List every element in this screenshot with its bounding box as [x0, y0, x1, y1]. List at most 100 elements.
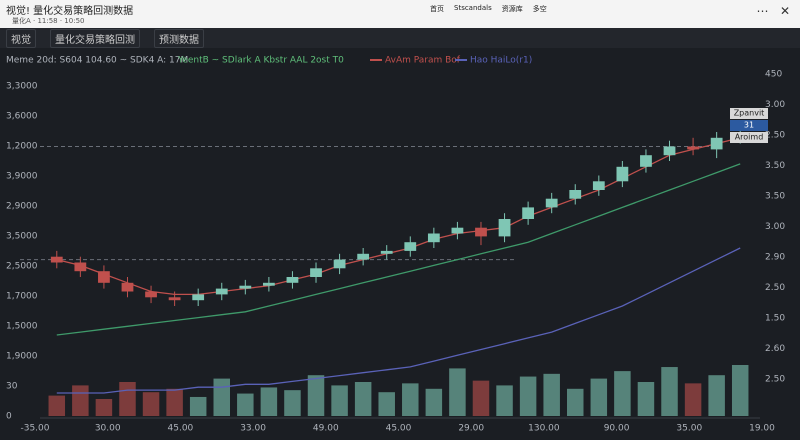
- app-title: 视觉! 量化交易策略回测数据: [6, 6, 134, 17]
- nav: 首页 Stscandals 资源库 多空: [430, 4, 547, 14]
- ma-line: [56, 163, 741, 336]
- volume-bar: [237, 393, 254, 416]
- right-axis-label: 2.60: [765, 344, 785, 354]
- candle-body: [310, 268, 322, 277]
- right-axis-label: 3.50: [765, 192, 785, 202]
- toolbar-item[interactable]: 视觉: [6, 28, 36, 48]
- chart: Meme 20d: S604 104.60 ~ SDK4 A: 17M Yeen…: [6, 56, 785, 434]
- badge: Zpanvit: [734, 109, 765, 118]
- candle-body: [592, 181, 605, 190]
- right-axis-label: 2.50: [765, 375, 785, 385]
- right-axis-label: 3.50: [765, 161, 785, 171]
- volume-bar: [260, 387, 278, 416]
- nav-item[interactable]: 多空: [532, 5, 547, 13]
- candle-body: [286, 277, 299, 283]
- volume-bar: [543, 373, 560, 416]
- badge: 31: [744, 121, 754, 130]
- left-axis-label: 1,2000: [6, 142, 38, 152]
- x-axis-label: 19.00: [749, 424, 775, 434]
- toolbar: 视觉 量化交易策略回测 预测数据: [0, 28, 800, 48]
- indicator-text: YeentB ~ SDlark A Kbstr AAL 2ost T0: [177, 56, 344, 66]
- candle-body: [357, 253, 370, 260]
- volume-bar: [213, 378, 230, 416]
- volume-bar: [284, 390, 301, 416]
- badge-bg: [730, 120, 768, 131]
- candle-body: [427, 233, 440, 243]
- app-subtitle: 量化A · 11:58 · 10:50: [12, 17, 85, 25]
- volume-bar: [614, 371, 631, 416]
- badge-bg: [730, 108, 768, 119]
- title-bar: 视觉! 量化交易策略回测数据 量化A · 11:58 · 10:50 首页 St…: [0, 0, 800, 28]
- volume-bar: [402, 383, 419, 416]
- candle-body: [215, 288, 228, 295]
- volume-bar: [684, 383, 702, 416]
- candle-body: [640, 155, 652, 167]
- left-axis-label: 2,9000: [6, 202, 38, 212]
- left-axis-label: 0: [6, 412, 12, 422]
- left-axis-label: 30: [6, 382, 18, 392]
- volume-bar: [72, 385, 89, 416]
- right-axis-label: 450: [765, 70, 782, 80]
- candle-body: [121, 282, 134, 292]
- left-axis-label: 3,3000: [6, 82, 38, 92]
- volume-bar: [378, 392, 395, 416]
- nav-item[interactable]: 资源库: [501, 5, 523, 13]
- badge: Aroimd: [735, 133, 764, 142]
- candle-body: [239, 285, 252, 289]
- left-axis-label: 3,9000: [6, 172, 38, 182]
- nav-item[interactable]: 首页: [430, 5, 444, 13]
- candle-body: [451, 227, 464, 234]
- x-axis-label: 130.00: [528, 424, 560, 434]
- volume-bar: [425, 388, 443, 416]
- left-axis-label: 1,9000: [6, 352, 38, 362]
- x-axis-label: 29.00: [458, 424, 484, 434]
- volume-bar: [590, 378, 608, 416]
- x-axis-label: 30.00: [95, 424, 121, 434]
- ma-line: [56, 247, 741, 394]
- candle-body: [98, 271, 110, 283]
- toolbar-item[interactable]: 量化交易策略回测: [50, 28, 140, 48]
- x-axis-label: 45.00: [386, 424, 412, 434]
- right-axis-label: 2.90: [765, 253, 785, 263]
- volume-bar: [567, 388, 584, 416]
- legend-entry: Hao HaiLo(r1): [470, 56, 532, 66]
- window-icons[interactable]: ⋯ ✕: [756, 4, 791, 18]
- candle-body: [333, 259, 346, 269]
- volume-bar: [95, 399, 113, 416]
- volume-bar: [496, 385, 513, 416]
- candle-body: [145, 291, 157, 298]
- x-axis-label: 90.00: [604, 424, 630, 434]
- volume-bar: [354, 382, 372, 416]
- x-axis-label: -35.00: [20, 424, 49, 434]
- volume-bar: [189, 396, 207, 416]
- volume-bar: [661, 367, 678, 416]
- right-axis-label: 1.50: [765, 314, 785, 324]
- candle-body: [710, 137, 723, 150]
- toolbar-item[interactable]: 预测数据: [154, 28, 204, 48]
- candle-body: [545, 198, 558, 208]
- candle-body: [74, 262, 87, 272]
- volume-bar: [637, 382, 655, 416]
- nav-item[interactable]: Stscandals: [454, 4, 492, 12]
- volume-bar: [449, 368, 466, 416]
- candle-body: [50, 256, 63, 263]
- x-axis-label: 49.00: [313, 424, 339, 434]
- candle-body: [663, 146, 676, 156]
- candle-body: [687, 146, 699, 150]
- volume-bar: [166, 388, 183, 416]
- volume-bar: [472, 380, 490, 416]
- left-axis-label: 1,7000: [6, 292, 38, 302]
- x-axis-label: 35.00: [676, 424, 702, 434]
- candle-body: [262, 282, 275, 286]
- candle-body: [569, 190, 582, 199]
- candle-body: [522, 207, 535, 219]
- candle-body: [192, 294, 205, 301]
- volume-bar: [708, 375, 725, 416]
- right-axis-label: 3.00: [765, 222, 785, 232]
- indicator-text: Meme 20d: S604 104.60 ~ SDK4 A: 17M: [6, 56, 188, 66]
- left-axis-label: 1,5000: [6, 322, 38, 332]
- left-axis-label: 2,5000: [6, 262, 38, 272]
- volume-bar: [142, 392, 160, 416]
- x-axis-label: 45.00: [168, 424, 194, 434]
